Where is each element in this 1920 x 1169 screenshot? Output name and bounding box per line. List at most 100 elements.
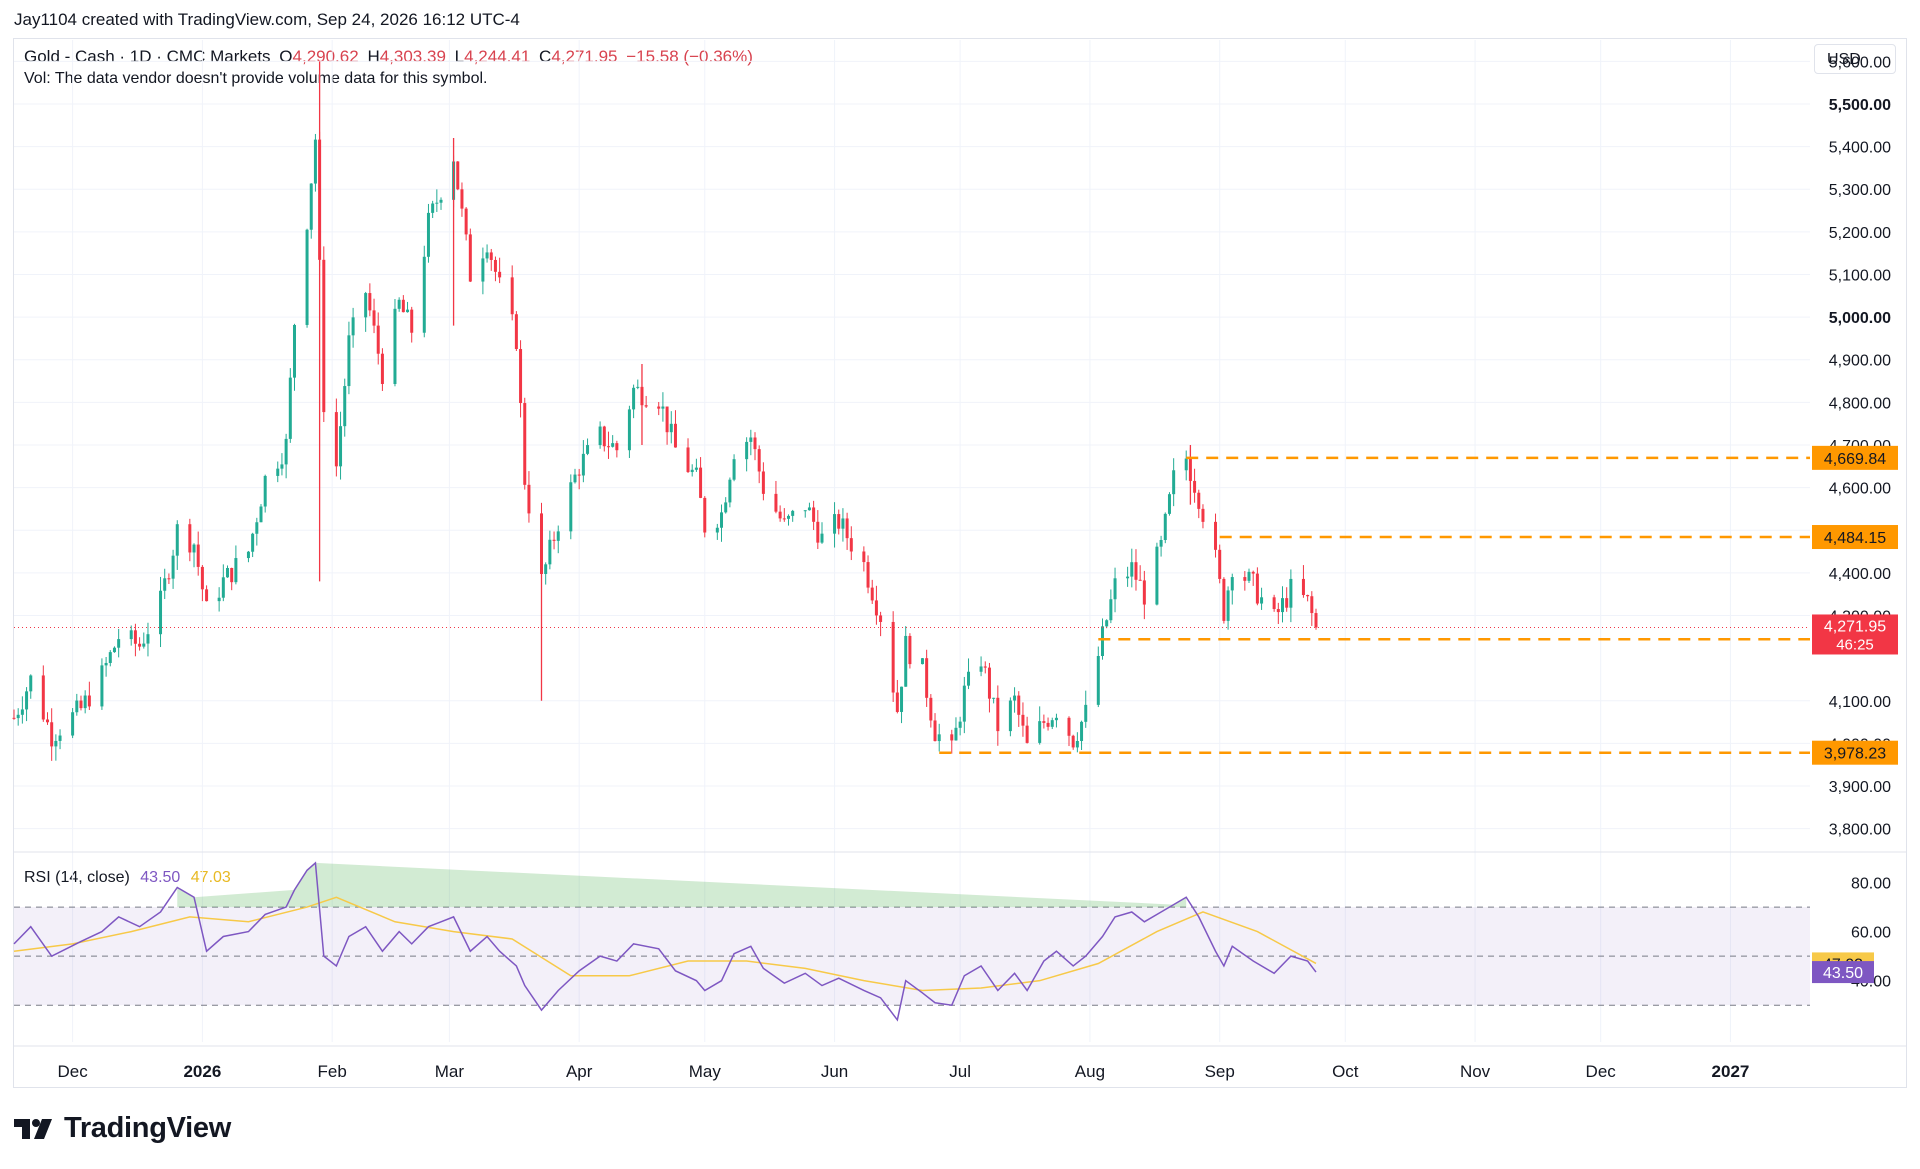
candle-body xyxy=(20,709,24,715)
candle-body xyxy=(41,675,45,720)
candle-body xyxy=(45,719,49,723)
candle-body xyxy=(175,524,179,556)
rsi-value-tag xyxy=(1812,961,1874,984)
candle-body xyxy=(1096,655,1100,705)
candle-body xyxy=(669,423,673,433)
rsi-axis-tick: 60.00 xyxy=(1851,925,1891,942)
candle-body xyxy=(895,692,899,712)
candle-body xyxy=(426,212,430,257)
candle-body xyxy=(188,524,192,553)
candle-body xyxy=(380,353,384,384)
candle-body xyxy=(514,314,518,350)
candle-body xyxy=(1021,714,1025,726)
candle-body xyxy=(841,518,845,529)
candle-body xyxy=(171,555,175,579)
candle-body xyxy=(983,666,987,668)
candle-body xyxy=(602,426,606,447)
candle-body xyxy=(1289,578,1293,608)
candle-body xyxy=(406,309,410,313)
candle-body xyxy=(866,562,870,588)
price-axis-tick: 5,100.00 xyxy=(1829,267,1891,284)
time-axis-tick: Sep xyxy=(1205,1062,1235,1081)
candle-body xyxy=(334,412,338,467)
candle-body xyxy=(1222,578,1226,621)
candle-body xyxy=(661,406,665,409)
candle-body xyxy=(422,256,426,333)
candle-body xyxy=(874,600,878,616)
candle-body xyxy=(1054,717,1058,721)
time-axis-tick: 2026 xyxy=(183,1062,221,1081)
candle-body xyxy=(1276,609,1280,613)
candle-body xyxy=(724,502,728,513)
candle-body xyxy=(699,467,703,498)
candle-body xyxy=(908,635,912,665)
candle-body xyxy=(364,293,368,318)
candle-body xyxy=(284,438,288,465)
price-axis-tick: 4,100.00 xyxy=(1829,694,1891,711)
candle-body xyxy=(1251,571,1255,574)
candle-body xyxy=(200,566,204,590)
candle-body xyxy=(862,551,866,563)
candle-body xyxy=(401,299,405,313)
candle-body xyxy=(920,658,924,665)
candle-body xyxy=(774,493,778,512)
candle-body xyxy=(192,544,196,553)
candle-body xyxy=(410,309,414,333)
candle-body xyxy=(234,558,238,583)
candle-body xyxy=(129,630,133,640)
candle-body xyxy=(1247,571,1251,581)
candle-body xyxy=(803,510,807,512)
tradingview-brand[interactable]: TradingView xyxy=(14,1112,231,1145)
chart-attribution: Jay1104 created with TradingView.com, Se… xyxy=(14,10,520,29)
candle-body xyxy=(498,271,502,278)
candle-body xyxy=(12,717,16,719)
candle-body xyxy=(1013,695,1017,701)
candle-body xyxy=(636,386,640,388)
candle-body xyxy=(749,437,753,442)
level-price-label: 3,978.23 xyxy=(1824,746,1886,763)
candle-body xyxy=(104,662,108,666)
candle-body xyxy=(665,406,669,433)
candle-body xyxy=(1134,562,1138,580)
rsi-label[interactable]: RSI (14, close) xyxy=(24,869,130,886)
candle-body xyxy=(849,538,853,552)
candle-body xyxy=(313,139,317,184)
candle-body xyxy=(79,700,83,709)
candle-body xyxy=(778,511,782,519)
rsi-line xyxy=(13,861,1317,1022)
candle-body xyxy=(393,308,397,384)
currency-button[interactable]: USD xyxy=(1814,44,1896,74)
time-axis-tick: Jul xyxy=(949,1062,971,1081)
candle-body xyxy=(757,449,761,472)
candle-body xyxy=(879,615,883,622)
current-price-label: 4,271.95 xyxy=(1824,618,1886,635)
candle-body xyxy=(686,447,690,473)
candle-body xyxy=(1197,492,1201,509)
tradingview-logo-icon xyxy=(14,1118,52,1139)
candle-body xyxy=(431,203,435,213)
candle-body xyxy=(1113,578,1117,600)
candle-body xyxy=(992,697,996,699)
candle-body xyxy=(715,527,719,533)
low-label: L xyxy=(454,47,465,66)
candle-body xyxy=(958,721,962,728)
candle-body xyxy=(1038,721,1042,743)
volume-note: Vol: The data vendor doesn't provide vol… xyxy=(24,70,488,87)
price-axis-tick: 3,800.00 xyxy=(1829,822,1891,839)
candle-body xyxy=(1080,721,1084,741)
candle-body xyxy=(845,518,849,539)
candle-body xyxy=(205,589,209,602)
candle-body xyxy=(1184,458,1188,471)
candle-body xyxy=(196,544,200,567)
price-axis-tick: 4,600.00 xyxy=(1829,481,1891,498)
candle-body xyxy=(259,506,263,523)
time-axis-tick: Dec xyxy=(1586,1062,1617,1081)
candle-body xyxy=(435,202,439,204)
candle-body xyxy=(1084,704,1088,722)
candle-body xyxy=(606,446,610,448)
candle-body xyxy=(510,277,514,315)
candle-body xyxy=(1163,513,1167,541)
candle-body xyxy=(615,443,619,451)
price-axis-tick: 5,000.00 xyxy=(1829,310,1891,327)
chart-canvas[interactable]: 5,600.00 5,500.00 5,400.00 5,300.00 5,200.00… xyxy=(0,0,1920,1100)
